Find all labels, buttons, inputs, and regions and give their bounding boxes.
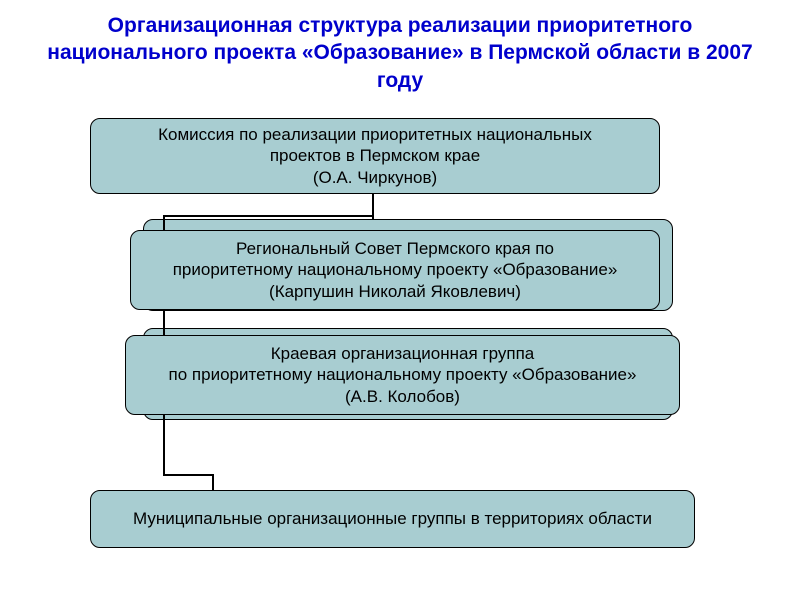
box-group: Краевая организационная группа по приори… — [125, 335, 680, 415]
box-municipal-line1: Муниципальные организационные группы в т… — [133, 508, 652, 529]
box-council: Региональный Совет Пермского края по при… — [130, 230, 660, 310]
connector-4 — [212, 474, 214, 490]
box-commission: Комиссия по реализации приоритетных наци… — [90, 118, 660, 194]
box-council-line1: Региональный Совет Пермского края по — [236, 238, 554, 259]
box-group-line2: по приоритетному национальному проекту «… — [169, 364, 637, 385]
box-council-line2: приоритетному национальному проекту «Обр… — [173, 259, 618, 280]
connector-1 — [163, 215, 374, 217]
box-commission-line1: Комиссия по реализации приоритетных наци… — [158, 124, 592, 145]
box-commission-line2: проектов в Пермском крае — [270, 145, 480, 166]
diagram-title: Организационная структура реализации при… — [0, 0, 800, 102]
box-group-line3: (А.В. Колобов) — [345, 386, 460, 407]
connector-3 — [163, 474, 213, 476]
box-municipal: Муниципальные организационные группы в т… — [90, 490, 695, 548]
box-group-line1: Краевая организационная группа — [271, 343, 535, 364]
box-council-line3: (Карпушин Николай Яковлевич) — [269, 281, 521, 302]
box-commission-line3: (О.А. Чиркунов) — [313, 167, 437, 188]
